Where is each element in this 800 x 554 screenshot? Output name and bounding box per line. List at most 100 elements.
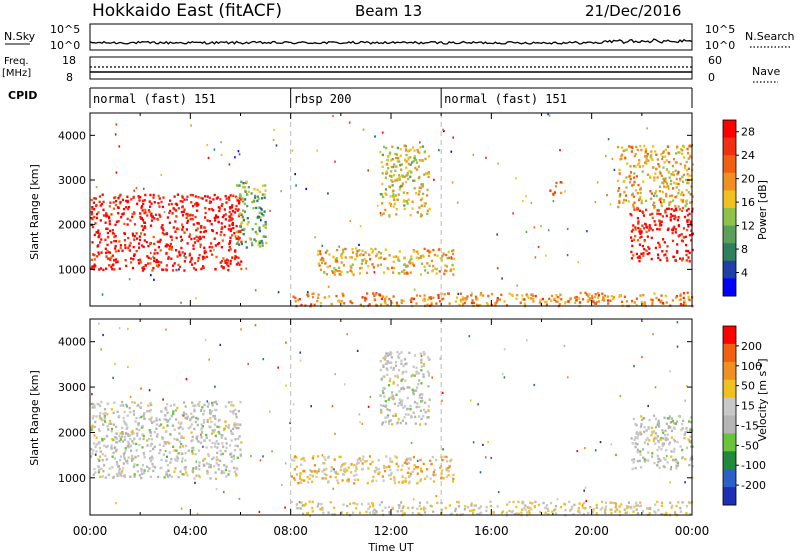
data-cell <box>110 427 114 431</box>
data-cell <box>393 202 396 206</box>
data-cell <box>193 477 196 480</box>
data-cell <box>393 198 396 202</box>
data-cell <box>658 185 662 188</box>
data-cell <box>375 253 378 256</box>
data-cell <box>690 420 693 424</box>
data-cell <box>92 253 95 256</box>
data-cell <box>451 181 454 184</box>
data-cell <box>393 477 396 481</box>
data-cell <box>177 207 180 210</box>
data-cell <box>679 445 682 448</box>
data-cell <box>683 299 686 302</box>
data-cell <box>471 509 474 512</box>
data-cell <box>178 268 180 271</box>
data-cell <box>95 415 98 418</box>
data-cell <box>225 263 228 266</box>
data-cell <box>137 259 140 262</box>
data-cell <box>203 439 206 442</box>
data-cell <box>396 510 399 513</box>
data-cell <box>91 206 94 209</box>
data-cell <box>152 266 155 270</box>
data-cell <box>214 385 216 388</box>
nsky-tick-top: 10^5 <box>50 23 80 36</box>
data-cell <box>98 416 101 420</box>
data-cell <box>148 410 151 413</box>
data-cell <box>234 425 237 429</box>
data-cell <box>239 453 242 456</box>
data-cell <box>338 269 341 273</box>
data-cell <box>594 201 597 204</box>
data-cell <box>309 469 312 472</box>
data-cell <box>395 153 398 156</box>
data-cell <box>310 405 312 408</box>
data-cell <box>626 506 629 510</box>
data-cell <box>220 436 223 439</box>
data-cell <box>222 266 225 269</box>
data-cell <box>424 422 427 426</box>
data-cell <box>687 181 690 185</box>
data-cell <box>628 181 632 184</box>
data-cell <box>537 503 540 507</box>
data-cell <box>392 395 395 398</box>
data-cell <box>571 505 574 509</box>
data-cell <box>382 391 385 395</box>
data-cell <box>686 152 690 155</box>
data-cell <box>661 250 664 253</box>
data-cell <box>223 464 226 467</box>
data-cell <box>691 465 694 468</box>
data-cell <box>166 402 169 406</box>
data-cell <box>634 445 637 449</box>
data-cell <box>321 454 324 457</box>
data-cell <box>218 432 221 435</box>
data-cell <box>212 415 215 418</box>
data-cell <box>356 349 359 352</box>
data-cell <box>195 438 199 441</box>
data-cell <box>403 257 406 260</box>
data-cell <box>102 333 104 337</box>
data-cell <box>674 216 677 219</box>
data-cell <box>120 216 123 219</box>
data-cell <box>426 416 429 419</box>
data-cell <box>657 212 660 215</box>
data-cell <box>200 436 203 439</box>
data-cell <box>133 223 137 226</box>
data-cell <box>148 242 152 245</box>
freq-right-tick-bottom: 0 <box>708 71 715 84</box>
data-cell <box>165 232 169 236</box>
data-cell <box>651 303 654 306</box>
data-cell <box>346 333 348 336</box>
data-cell <box>96 402 99 406</box>
data-cell <box>209 464 212 467</box>
data-cell <box>664 209 667 212</box>
data-cell <box>652 430 655 433</box>
data-cell <box>545 254 547 257</box>
data-cell <box>636 256 639 259</box>
data-cell <box>243 228 246 232</box>
data-cell <box>157 240 160 243</box>
data-cell <box>685 160 688 164</box>
data-cell <box>138 437 141 441</box>
data-cell <box>204 195 207 198</box>
data-cell <box>172 412 175 416</box>
data-cell <box>166 420 169 423</box>
data-cell <box>333 468 335 471</box>
data-cell <box>416 459 419 462</box>
date-label: 21/Dec/2016 <box>585 2 681 20</box>
data-cell <box>228 210 231 214</box>
data-cell <box>237 214 240 218</box>
data-cell <box>384 356 387 359</box>
data-cell <box>317 262 320 265</box>
data-cell <box>225 446 228 449</box>
data-cell <box>247 221 250 224</box>
data-cell <box>208 358 210 361</box>
data-cell <box>238 194 241 198</box>
data-cell <box>660 448 663 451</box>
data-cell <box>662 442 665 445</box>
data-cell <box>640 433 643 436</box>
data-cell <box>645 438 648 442</box>
data-cell <box>237 238 240 241</box>
data-cell <box>515 177 517 180</box>
data-cell <box>277 366 279 369</box>
